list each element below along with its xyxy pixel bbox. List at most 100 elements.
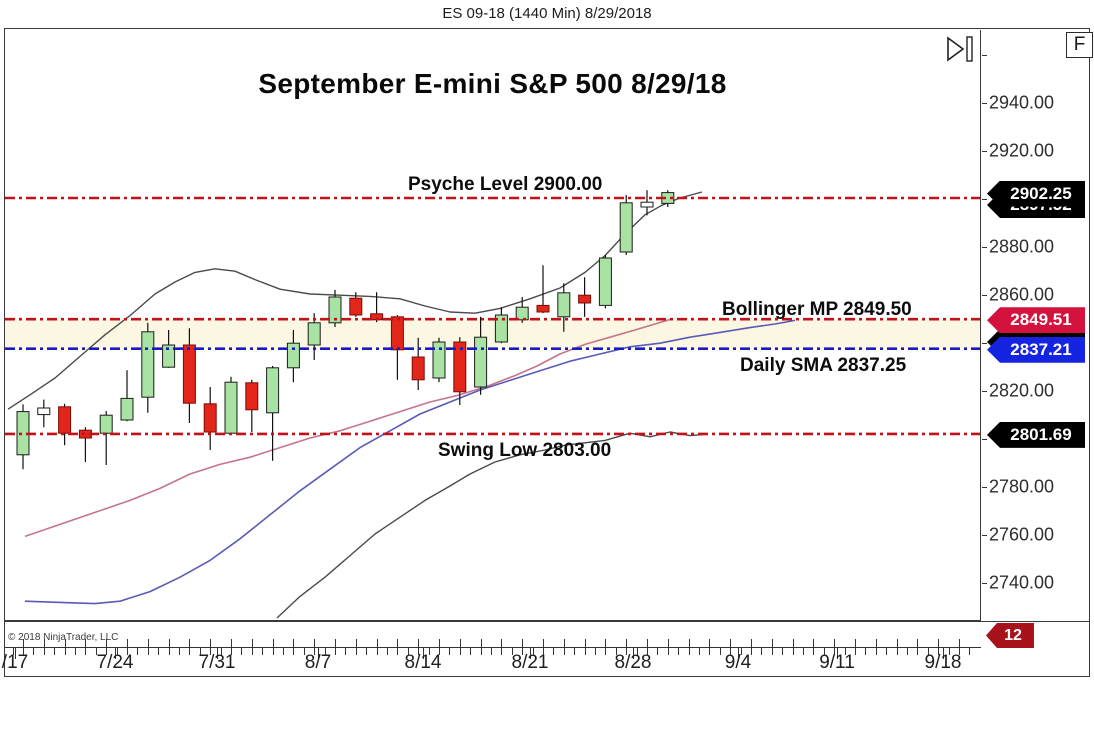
price-tick: [982, 583, 987, 584]
time-minor-tick: [147, 639, 149, 647]
candle-8/14: [432, 337, 446, 383]
time-week-tick: [318, 648, 319, 659]
time-minor-tick: [771, 639, 773, 647]
time-minor-tick: [532, 648, 534, 655]
time-minor-tick: [699, 648, 700, 655]
candle-7/18: [37, 399, 51, 428]
time-minor-tick: [75, 648, 76, 655]
time-minor-tick: [615, 648, 617, 655]
candle-7/31: [224, 376, 238, 435]
price-axis-label: 2760.00: [989, 524, 1055, 545]
time-minor-tick: [43, 648, 45, 655]
time-minor-tick: [969, 648, 971, 655]
time-minor-tick: [917, 639, 919, 647]
time-minor-tick: [584, 648, 586, 655]
time-minor-tick: [491, 648, 492, 655]
time-minor-tick: [543, 648, 544, 655]
time-minor-tick: [813, 648, 815, 655]
price-tick: [982, 391, 987, 392]
time-minor-tick: [189, 639, 191, 647]
time-minor-tick: [605, 648, 607, 655]
time-minor-tick: [792, 639, 794, 647]
time-minor-tick: [678, 648, 680, 655]
psyche-level-annotation: Psyche Level 2900.00: [408, 174, 603, 195]
candle-8/28: [640, 190, 654, 216]
time-minor-tick: [199, 648, 201, 655]
time-minor-tick: [470, 648, 472, 655]
time-minor-tick: [387, 648, 388, 655]
time-minor-tick: [85, 648, 87, 655]
time-minor-tick: [751, 648, 752, 655]
time-minor-tick: [896, 639, 898, 647]
time-minor-tick: [85, 639, 87, 647]
time-minor-tick: [345, 648, 347, 655]
time-minor-tick: [106, 648, 108, 655]
time-minor-tick: [553, 648, 555, 655]
time-minor-tick: [896, 648, 898, 655]
candle-7/26: [162, 330, 176, 368]
time-minor-tick: [147, 648, 149, 655]
time-minor-tick: [501, 648, 503, 655]
time-week-tick: [738, 648, 739, 659]
time-minor-tick: [647, 648, 648, 655]
time-minor-tick: [241, 648, 243, 655]
time-minor-tick: [823, 648, 825, 655]
time-minor-tick: [314, 639, 316, 647]
time-minor-tick: [168, 639, 170, 647]
chart-canvas[interactable]: [5, 30, 980, 619]
time-minor-tick: [709, 648, 711, 655]
time-minor-tick: [418, 639, 420, 647]
time-minor-tick: [834, 639, 836, 647]
window-title: ES 09-18 (1440 Min) 8/29/2018: [0, 0, 1094, 28]
function-button[interactable]: F: [1066, 32, 1093, 58]
time-minor-tick: [855, 648, 856, 655]
time-minor-tick: [834, 648, 836, 655]
time-minor-tick: [522, 648, 524, 655]
time-minor-tick: [636, 648, 638, 655]
price-axis-label: 2860.00: [989, 284, 1055, 305]
time-minor-tick: [158, 648, 160, 655]
time-week-tick: [530, 648, 531, 659]
time-minor-tick: [428, 648, 430, 655]
time-minor-tick: [33, 648, 35, 655]
time-minor-tick: [335, 648, 336, 655]
time-week-tick: [837, 648, 838, 659]
price-axis-label: 2820.00: [989, 380, 1055, 401]
swing-low-tag: 2801.69: [987, 421, 1085, 448]
playback-marker-icon[interactable]: [946, 36, 978, 62]
time-minor-tick: [283, 648, 284, 655]
daily-sma-annotation: Daily SMA 2837.25: [740, 355, 907, 376]
price-tick: [982, 535, 987, 536]
time-minor-tick: [865, 648, 867, 655]
candle-7/25: [141, 322, 155, 413]
time-minor-tick: [522, 639, 524, 647]
time-week-tick: [943, 648, 944, 659]
price-tick: [982, 103, 987, 104]
time-week-tick: [115, 648, 116, 659]
price-axis-label: 2740.00: [989, 572, 1055, 593]
price-axis-label: 2880.00: [989, 236, 1055, 257]
time-minor-tick: [407, 648, 409, 655]
last-price-tag: 2902.25: [987, 180, 1085, 207]
daily-sma-tag: 2837.21: [987, 336, 1085, 363]
time-minor-tick: [231, 648, 232, 655]
time-axis[interactable]: © 2018 NinjaTrader, LLC /17 7/24 7/31 8/7 8/…: [2, 621, 1090, 677]
price-axis[interactable]: F 2940.00 2920.00 2880.00 2860.00 2820.00 278…: [982, 29, 1093, 676]
time-minor-tick: [251, 639, 253, 647]
chart-plot-area[interactable]: September E-mini S&P 500 8/29/18 Psyche …: [5, 30, 981, 621]
candle-8/23: [578, 277, 592, 317]
time-minor-tick: [324, 648, 326, 655]
time-minor-tick: [688, 639, 690, 647]
time-week-tick: [15, 648, 16, 659]
time-minor-tick: [355, 648, 357, 655]
time-minor-tick: [782, 648, 784, 655]
time-minor-tick: [303, 648, 305, 655]
time-axis-line: [5, 647, 981, 648]
time-week-tick: [217, 648, 218, 659]
price-tick: [982, 295, 987, 296]
time-minor-tick: [543, 639, 544, 647]
time-minor-tick: [23, 639, 24, 647]
bollinger-mp-annotation: Bollinger MP 2849.50: [722, 299, 912, 320]
time-minor-tick: [917, 648, 919, 655]
